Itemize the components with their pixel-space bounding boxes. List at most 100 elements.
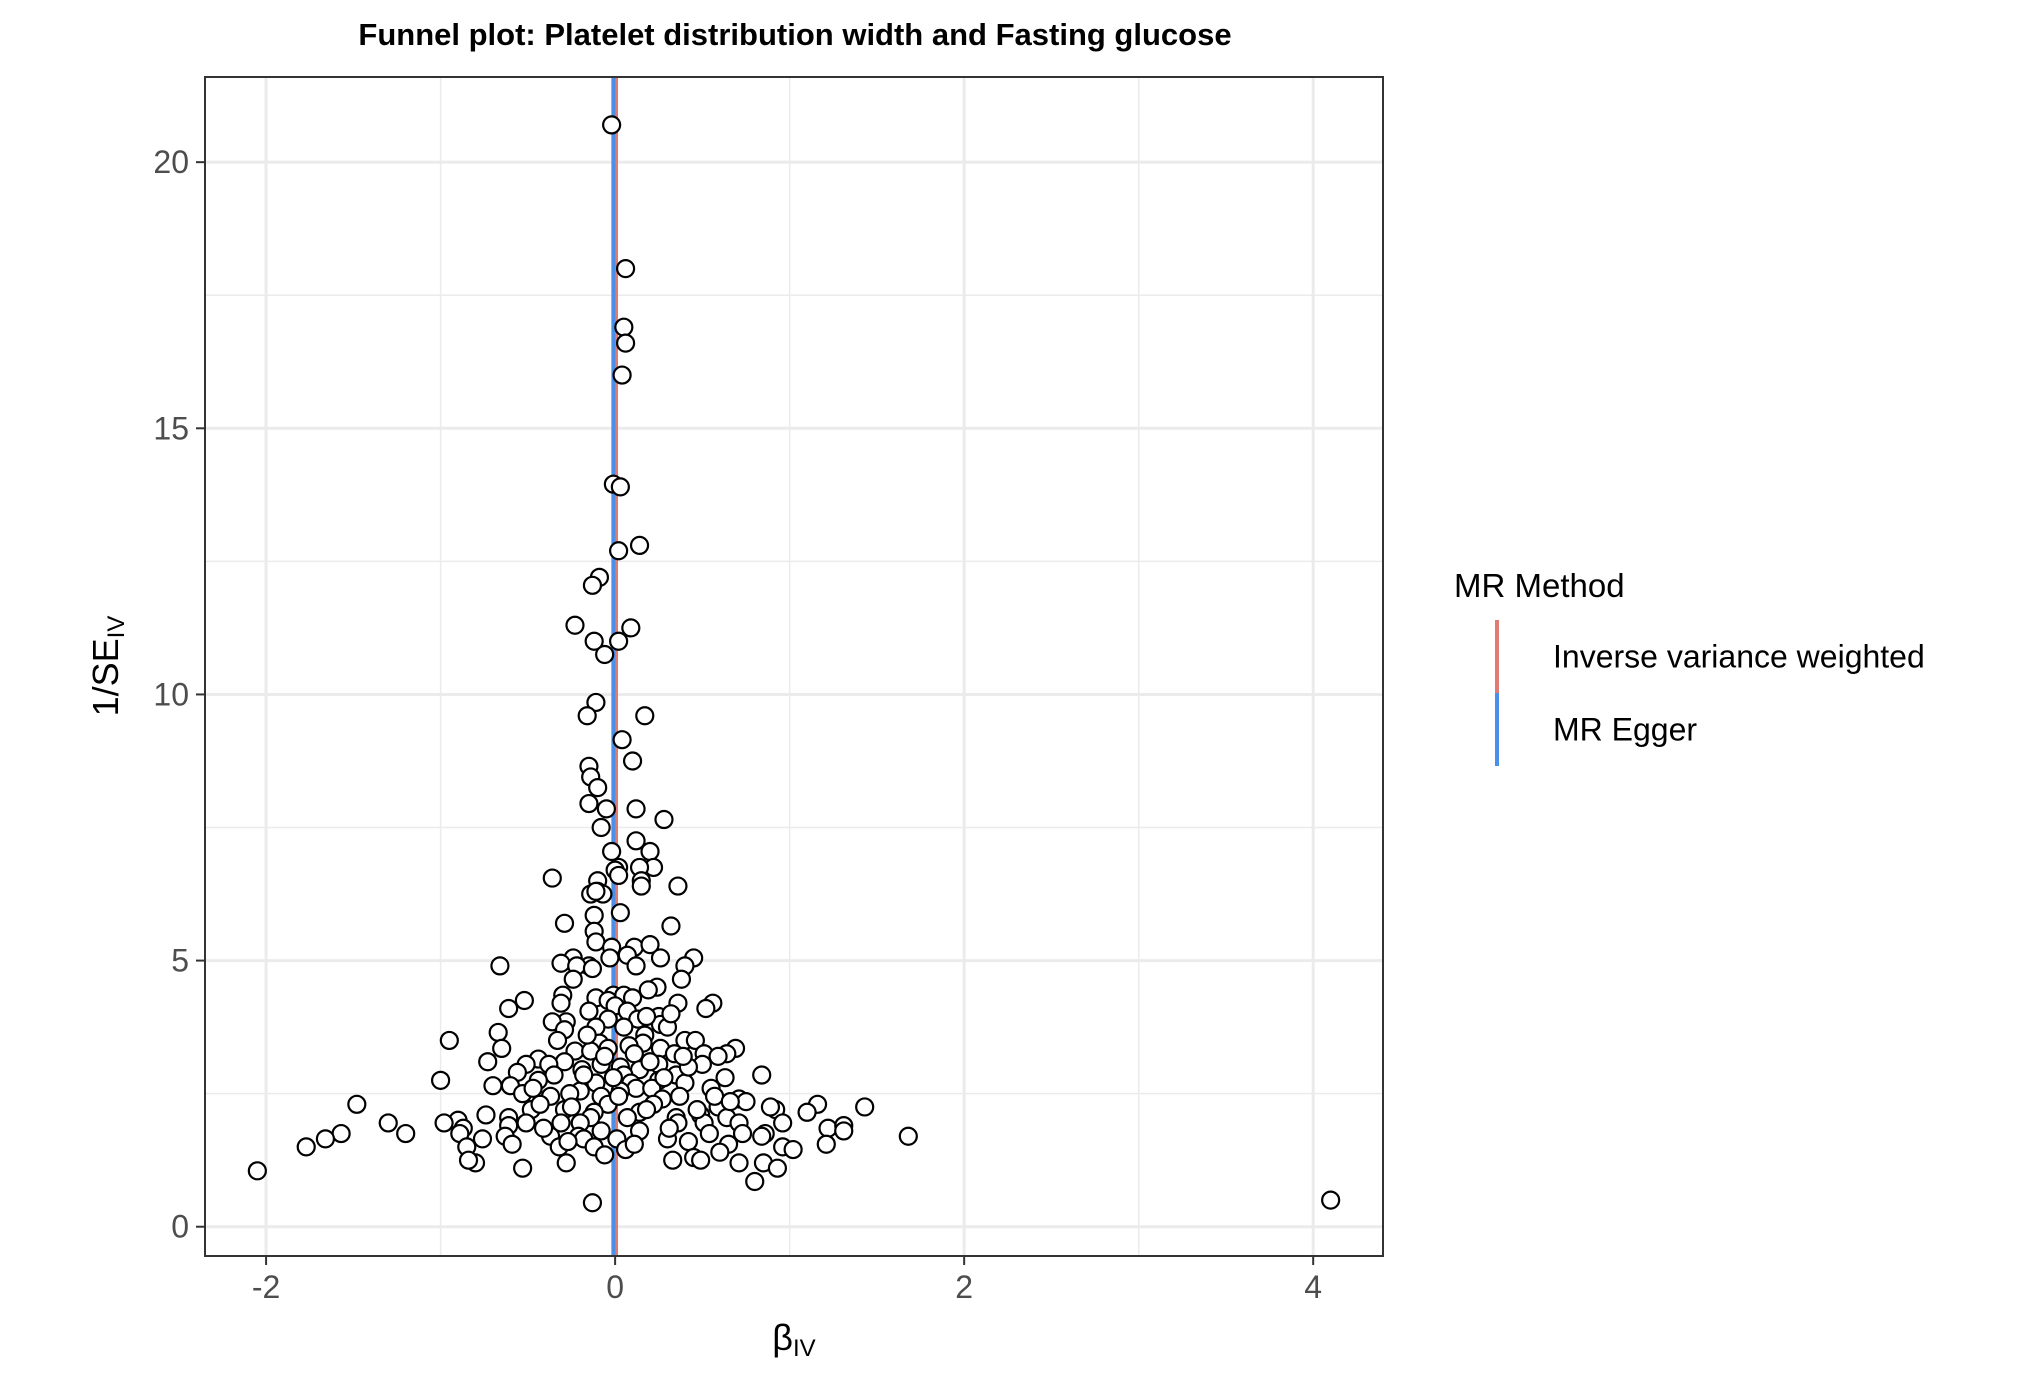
data-point xyxy=(439,1030,459,1051)
data-point xyxy=(247,1161,267,1181)
x-axis-title-main: β xyxy=(772,1317,793,1358)
plot-background xyxy=(205,77,1383,1256)
data-point xyxy=(561,1097,582,1117)
data-point xyxy=(584,631,604,651)
data-point xyxy=(752,1065,772,1085)
plot-area xyxy=(204,76,1384,1257)
data-point xyxy=(591,1121,611,1141)
data-point xyxy=(530,1094,550,1114)
data-point xyxy=(610,903,630,923)
data-point xyxy=(760,1097,781,1117)
data-point xyxy=(434,1113,454,1133)
data-point xyxy=(579,1001,599,1021)
data-point xyxy=(563,969,583,989)
data-point xyxy=(816,1134,836,1154)
data-point xyxy=(582,575,603,595)
data-point xyxy=(488,1022,508,1043)
data-point xyxy=(396,1123,416,1144)
data-point xyxy=(696,998,716,1019)
data-point xyxy=(622,751,643,771)
data-point xyxy=(614,1017,634,1037)
data-point xyxy=(640,1052,660,1072)
data-point xyxy=(554,913,575,933)
data-point xyxy=(704,1086,725,1106)
data-point xyxy=(687,1100,707,1120)
legend: MR Method Inverse variance weighted MR Eg… xyxy=(1454,567,1925,766)
data-point xyxy=(551,953,571,973)
data-point xyxy=(818,1118,838,1138)
data-point xyxy=(612,730,632,750)
data-point xyxy=(591,817,611,838)
data-point xyxy=(629,535,650,556)
data-point xyxy=(595,644,615,665)
data-point xyxy=(678,1131,699,1152)
data-point xyxy=(732,1123,753,1144)
data-point xyxy=(635,706,655,726)
y-tick-label: 10 xyxy=(153,676,189,712)
data-point xyxy=(670,1086,690,1106)
data-point xyxy=(626,956,646,976)
data-point xyxy=(773,1113,793,1133)
legend-label: MR Egger xyxy=(1553,712,1697,748)
data-point xyxy=(582,1193,603,1213)
data-point xyxy=(478,1052,498,1072)
data-point xyxy=(483,1076,503,1096)
data-point xyxy=(315,1129,336,1149)
x-axis: -2 0 2 4 xyxy=(252,1256,1322,1305)
data-point xyxy=(558,1131,578,1152)
data-point xyxy=(729,1153,749,1173)
data-point xyxy=(615,333,636,353)
x-tick-label: 4 xyxy=(1304,1269,1322,1305)
data-point xyxy=(663,1150,683,1170)
data-point xyxy=(752,1126,772,1146)
data-point xyxy=(476,1105,496,1125)
data-point xyxy=(636,1100,657,1120)
data-point xyxy=(797,1102,817,1122)
data-point xyxy=(499,998,519,1019)
data-point xyxy=(609,541,629,561)
data-point xyxy=(547,1030,568,1051)
data-point xyxy=(661,916,681,936)
data-point xyxy=(612,365,632,385)
data-point xyxy=(650,948,671,968)
data-point xyxy=(609,865,629,886)
data-point xyxy=(586,692,606,713)
data-point xyxy=(565,615,585,635)
data-point xyxy=(783,1139,803,1160)
data-point xyxy=(551,1113,571,1133)
data-point xyxy=(767,1158,788,1178)
data-point xyxy=(602,115,622,135)
data-point xyxy=(626,1078,646,1098)
data-point xyxy=(542,868,562,888)
data-point xyxy=(296,1137,316,1157)
data-point xyxy=(472,1129,493,1149)
data-point xyxy=(514,990,534,1011)
data-point xyxy=(640,935,660,955)
data-point xyxy=(636,1006,657,1027)
data-point xyxy=(582,958,603,979)
data-point xyxy=(855,1097,875,1117)
data-point xyxy=(834,1121,854,1141)
data-point xyxy=(708,1046,728,1066)
data-point xyxy=(458,1150,479,1170)
data-point xyxy=(595,1145,615,1165)
data-point xyxy=(574,1065,594,1085)
y-axis-title-main: 1/SE xyxy=(85,638,126,716)
data-point xyxy=(626,799,646,819)
y-tick-label: 0 xyxy=(171,1209,189,1245)
x-axis-title-sub: IV xyxy=(793,1335,816,1362)
data-point xyxy=(577,706,597,726)
y-tick-label: 5 xyxy=(171,943,189,979)
data-point xyxy=(626,831,646,851)
data-point xyxy=(492,1038,512,1059)
data-point xyxy=(602,841,622,862)
data-point xyxy=(671,969,692,989)
data-point xyxy=(579,793,599,814)
data-point xyxy=(596,799,616,819)
data-point xyxy=(640,841,660,862)
y-axis: 0 5 10 15 20 xyxy=(153,144,205,1245)
data-point xyxy=(659,1118,679,1138)
data-point xyxy=(699,1123,719,1144)
data-point xyxy=(595,1046,615,1066)
